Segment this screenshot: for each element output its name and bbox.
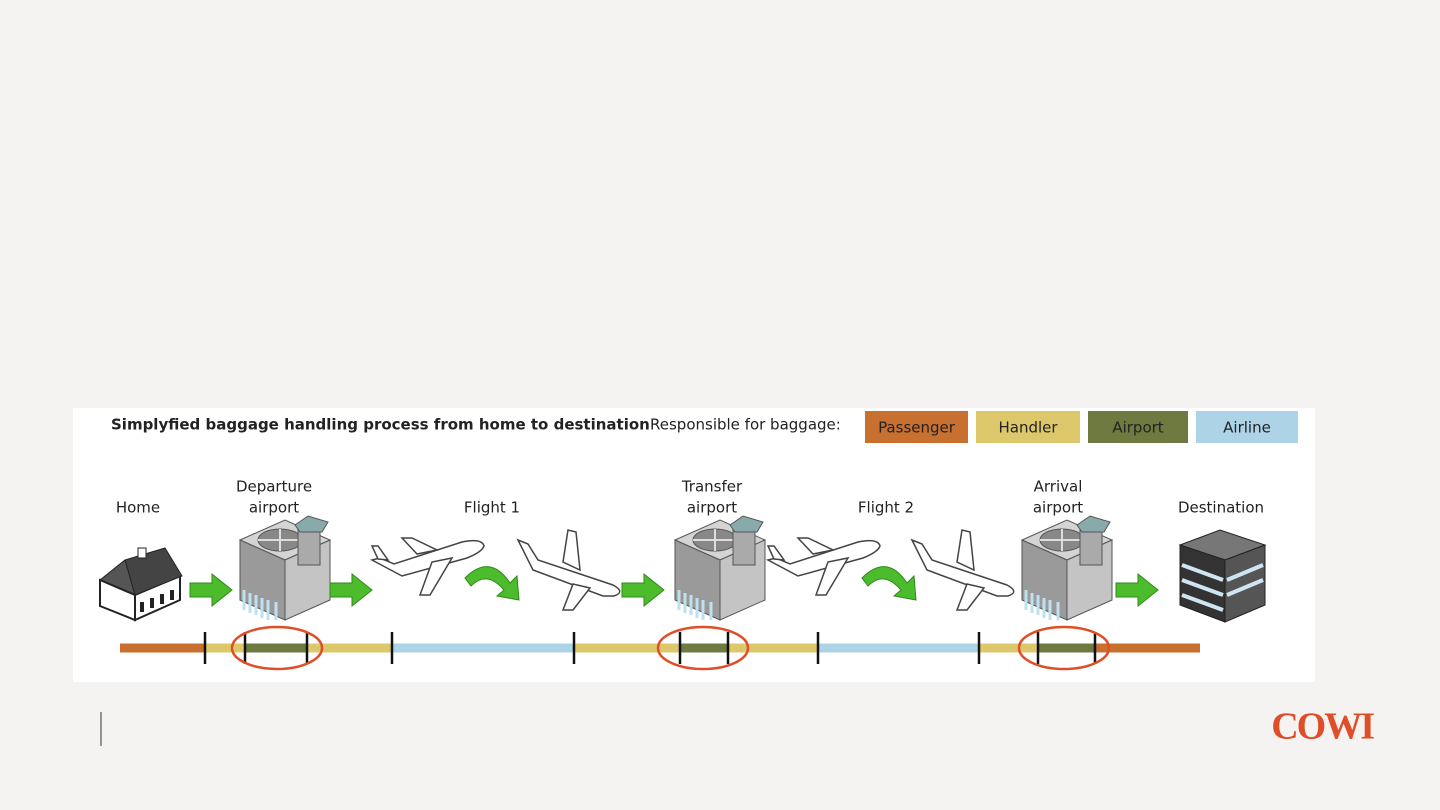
legend-swatch [865, 411, 968, 443]
legend-item: Handler [998, 419, 1058, 437]
stage-label: airport [249, 499, 299, 517]
stage-label: Destination [1178, 499, 1264, 517]
legend-item: Airport [1112, 419, 1163, 437]
legend-swatch [1196, 411, 1298, 443]
house-icon [99, 547, 183, 622]
legend-item: Passenger [878, 419, 956, 437]
legend-item: Airline [1223, 419, 1271, 437]
destination-icon [1178, 529, 1267, 623]
stage-label: Home [116, 499, 160, 517]
stage-label: Flight 2 [858, 499, 914, 517]
stage-label: Transfer [681, 478, 743, 496]
stage-label: airport [687, 499, 737, 517]
legend-swatch [1088, 411, 1188, 443]
stage-label: Arrival [1034, 478, 1083, 496]
icons [99, 514, 1267, 623]
logo: COWI [1271, 706, 1374, 748]
legend-label: Responsible for baggage: [650, 416, 841, 434]
legend-swatch [976, 411, 1080, 443]
stage-label: airport [1033, 499, 1083, 517]
stage-label: Departure [236, 478, 312, 496]
stage-label: Flight 1 [464, 499, 520, 517]
legend: Passenger Handler Airport Airline [865, 411, 1298, 443]
responsibility-timeline [120, 625, 1200, 671]
stage-labels: Home Departure airport Flight 1 Transfer airp… [116, 478, 1264, 517]
diagram-title: Simplyfied baggage handling process from… [111, 416, 650, 434]
